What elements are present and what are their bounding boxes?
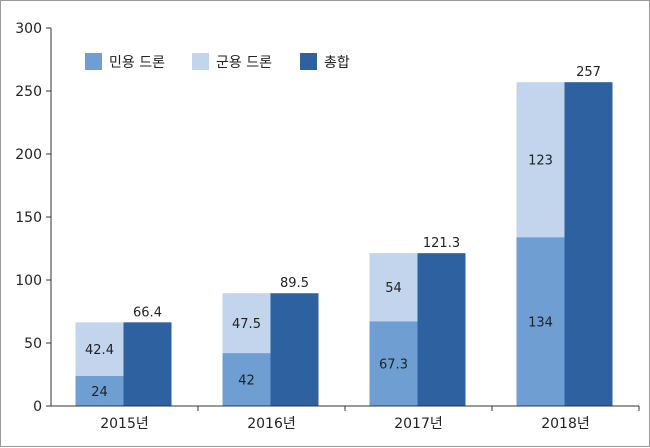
data-label-civil: 24 [91,385,108,400]
data-label-total: 257 [576,65,601,80]
bar-military-2 [369,253,418,322]
bar-total-3 [564,82,613,407]
y-axis: 0 50 100 150 200 250 300 [15,21,52,415]
bar-total-1 [270,293,319,406]
x-tick-label: 2015년 [100,416,149,432]
legend-label-1: 군용 드론 [216,55,272,71]
data-label-military: 54 [385,281,402,296]
legend: 민용 드론 군용 드론 총합 [85,53,350,71]
y-tick-label: 300 [15,21,42,37]
bar-civil-0 [75,375,124,406]
data-label-military: 47.5 [232,317,261,332]
legend-swatch-2 [300,53,317,70]
y-tick-label: 200 [15,147,42,163]
data-label-total: 121.3 [423,236,460,251]
y-tick-label: 50 [24,336,42,352]
x-tick-label: 2017년 [394,416,443,432]
bar-military-1 [222,293,271,354]
data-label-total: 66.4 [133,305,162,320]
bar-civil-3 [516,237,565,406]
data-label-civil: 67.3 [379,358,408,373]
x-tick-label: 2016년 [247,416,296,432]
legend-swatch-1 [192,53,209,70]
x-tick-label: 2018년 [541,416,590,432]
y-tick-label: 250 [15,84,42,100]
y-tick-label: 0 [33,399,42,415]
legend-label-2: 총합 [324,55,350,71]
data-label-military: 42.4 [85,343,114,358]
bar-military-3 [516,82,565,238]
y-tick-label: 150 [15,210,42,226]
data-label-military: 123 [528,154,553,169]
data-label-civil: 42 [238,374,255,389]
bars: 24 42.4 66.4 42 47.5 89.5 67.3 54 121.3 134 123 257 [75,65,613,407]
legend-swatch-0 [85,53,102,70]
legend-label-0: 민용 드론 [109,55,165,71]
bar-total-0 [123,322,172,406]
bar-military-0 [75,322,124,376]
bar-civil-2 [369,321,418,406]
x-axis: 2015년 2016년 2017년 2018년 [51,405,640,432]
bar-total-2 [417,253,466,406]
bar-civil-1 [222,353,271,406]
data-label-civil: 134 [528,316,553,331]
data-label-total: 89.5 [280,276,309,291]
y-tick-label: 100 [15,273,42,289]
